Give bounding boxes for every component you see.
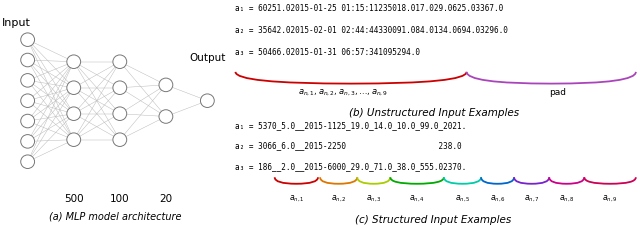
- Text: $a_{n,5}$: $a_{n,5}$: [454, 193, 470, 203]
- Circle shape: [20, 135, 35, 148]
- Circle shape: [67, 56, 81, 69]
- Circle shape: [113, 81, 127, 95]
- Text: a₂ = 3066_6.0__2015-2250                    238.0: a₂ = 3066_6.0__2015-2250 238.0: [236, 141, 462, 150]
- Circle shape: [20, 74, 35, 88]
- Text: Output: Output: [189, 53, 225, 63]
- Text: a₁ = 60251.02015-01-25 01:15:11235018.017.029.0625.03367.0: a₁ = 60251.02015-01-25 01:15:11235018.01…: [236, 4, 504, 12]
- Text: a₂ = 35642.02015-02-01 02:44:44330091.084.0134.0694.03296.0: a₂ = 35642.02015-02-01 02:44:44330091.08…: [236, 26, 508, 35]
- Circle shape: [67, 81, 81, 95]
- Text: Input: Input: [3, 18, 31, 28]
- Text: $a_{n,9}$: $a_{n,9}$: [602, 193, 618, 203]
- Text: a₁ = 5370_5.0__2015-1125_19.0_14.0_10.0_99.0_2021.: a₁ = 5370_5.0__2015-1125_19.0_14.0_10.0_…: [236, 120, 467, 129]
- Circle shape: [20, 115, 35, 128]
- Circle shape: [20, 94, 35, 108]
- Text: $a_{n,3}$: $a_{n,3}$: [366, 193, 381, 203]
- Circle shape: [20, 155, 35, 169]
- Circle shape: [113, 56, 127, 69]
- Text: 500: 500: [64, 193, 84, 203]
- Text: $a_{n,6}$: $a_{n,6}$: [490, 193, 506, 203]
- Circle shape: [67, 107, 81, 121]
- Text: $a_{n,7}$: $a_{n,7}$: [524, 193, 540, 203]
- Text: 100: 100: [110, 193, 130, 203]
- Circle shape: [67, 133, 81, 147]
- Text: 20: 20: [159, 193, 172, 203]
- Text: $a_{n,4}$: $a_{n,4}$: [409, 193, 425, 203]
- Circle shape: [113, 107, 127, 121]
- Text: (b) Unstructured Input Examples: (b) Unstructured Input Examples: [349, 107, 518, 117]
- Text: a₃ = 50466.02015-01-31 06:57:341095294.0: a₃ = 50466.02015-01-31 06:57:341095294.0: [236, 48, 420, 57]
- Circle shape: [20, 34, 35, 47]
- Circle shape: [20, 54, 35, 68]
- Circle shape: [113, 133, 127, 147]
- Text: pad: pad: [549, 88, 566, 97]
- Text: $a_{n,8}$: $a_{n,8}$: [559, 193, 575, 203]
- Text: $a_{n,1}$: $a_{n,1}$: [289, 193, 304, 203]
- Circle shape: [159, 110, 173, 124]
- Circle shape: [159, 79, 173, 92]
- Circle shape: [200, 94, 214, 108]
- Text: $a_{n,1}, a_{n,2}, a_{n,3}, \ldots, a_{n,9}$: $a_{n,1}, a_{n,2}, a_{n,3}, \ldots, a_{n…: [298, 88, 388, 98]
- Text: (c) Structured Input Examples: (c) Structured Input Examples: [355, 214, 512, 224]
- Text: a₃ = 186__2.0__2015-6000_29.0_71.0_38.0_555.02370.: a₃ = 186__2.0__2015-6000_29.0_71.0_38.0_…: [236, 161, 467, 170]
- Text: $a_{n,2}$: $a_{n,2}$: [331, 193, 346, 203]
- Text: (a) MLP model architecture: (a) MLP model architecture: [49, 211, 182, 220]
